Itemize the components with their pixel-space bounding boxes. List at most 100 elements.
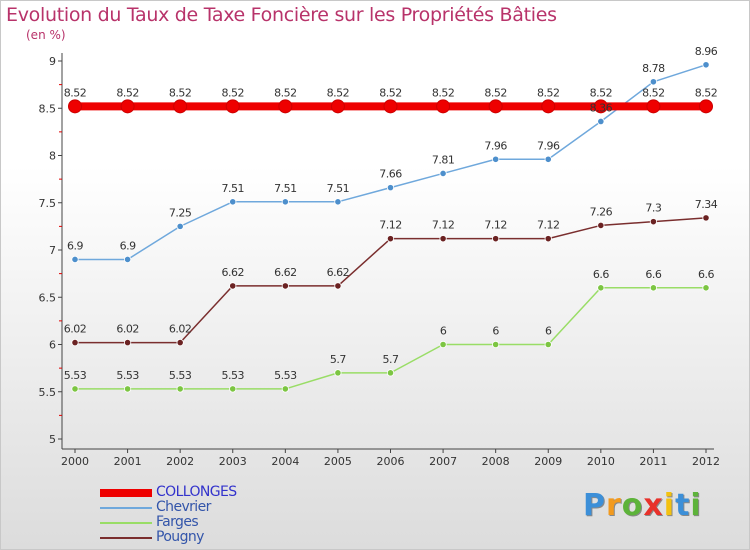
data-label-chevrier: 8.36 xyxy=(590,101,613,114)
data-point-farges xyxy=(334,369,342,377)
data-point-pougny xyxy=(649,218,658,226)
x-tick-label: 2001 xyxy=(114,455,142,468)
legend-swatch xyxy=(100,522,152,524)
data-label-pougny: 6.02 xyxy=(169,323,192,336)
data-point-farges xyxy=(176,385,184,393)
data-point-pougny xyxy=(176,339,184,347)
data-point-collonges xyxy=(278,99,293,114)
data-point-collonges xyxy=(593,99,608,114)
data-point-farges xyxy=(123,385,132,393)
data-point-collonges xyxy=(699,99,713,114)
x-tick-label: 2012 xyxy=(692,455,720,468)
x-tick-label: 2011 xyxy=(639,455,667,468)
data-point-pougny xyxy=(281,282,289,290)
data-point-collonges xyxy=(173,99,188,114)
data-label-pougny: 6.62 xyxy=(327,266,350,279)
data-label-pougny: 6.62 xyxy=(222,266,245,279)
data-label-pougny: 7.12 xyxy=(484,219,507,232)
data-label-collonges: 8.52 xyxy=(274,86,297,99)
data-label-pougny: 7.34 xyxy=(695,198,718,211)
data-point-chevrier xyxy=(281,198,289,206)
data-label-collonges: 8.52 xyxy=(642,86,665,99)
data-point-pougny xyxy=(439,235,447,243)
x-tick-label: 2006 xyxy=(377,455,405,468)
data-label-farges: 6.6 xyxy=(645,268,661,281)
data-point-farges xyxy=(281,385,289,393)
data-label-collonges: 8.52 xyxy=(222,86,245,99)
data-point-collonges xyxy=(120,99,135,114)
y-tick-label: 9 xyxy=(49,55,56,68)
data-point-chevrier xyxy=(229,198,237,206)
data-label-farges: 5.7 xyxy=(383,353,399,366)
data-point-farges xyxy=(439,340,447,349)
data-point-farges xyxy=(71,385,79,393)
data-point-pougny xyxy=(544,235,552,243)
data-point-chevrier xyxy=(386,184,395,192)
x-tick-label: 2002 xyxy=(166,455,194,468)
data-label-chevrier: 8.96 xyxy=(695,45,718,58)
data-label-farges: 6 xyxy=(545,325,552,338)
data-point-pougny xyxy=(386,235,395,243)
data-label-pougny: 6.02 xyxy=(116,323,139,336)
data-point-chevrier xyxy=(649,78,658,86)
x-tick-label: 2009 xyxy=(534,455,562,468)
data-point-chevrier xyxy=(176,222,184,230)
data-label-chevrier: 7.51 xyxy=(274,182,297,195)
data-label-collonges: 8.52 xyxy=(590,86,613,99)
legend-swatch xyxy=(100,489,152,497)
data-point-farges xyxy=(597,284,605,292)
data-point-pougny xyxy=(123,339,132,347)
x-tick-label: 2010 xyxy=(587,455,615,468)
data-label-farges: 5.53 xyxy=(116,369,139,382)
data-label-chevrier: 7.51 xyxy=(222,182,245,195)
y-tick-label: 5.5 xyxy=(39,386,57,399)
data-point-chevrier xyxy=(123,255,132,264)
data-point-chevrier xyxy=(544,155,552,163)
data-label-chevrier: 7.96 xyxy=(484,139,507,152)
data-point-collonges xyxy=(68,99,82,114)
chart-subtitle: (en %) xyxy=(26,28,66,42)
data-label-collonges: 8.52 xyxy=(695,86,718,99)
data-point-farges xyxy=(386,369,395,377)
data-label-pougny: 7.12 xyxy=(432,219,455,232)
data-label-farges: 6.6 xyxy=(593,268,609,281)
data-label-collonges: 8.52 xyxy=(327,86,350,99)
data-label-chevrier: 8.78 xyxy=(642,62,665,75)
data-label-collonges: 8.52 xyxy=(432,86,455,99)
data-point-chevrier xyxy=(492,155,500,163)
x-tick-label: 2003 xyxy=(219,455,247,468)
data-point-collonges xyxy=(646,99,661,114)
data-label-chevrier: 7.96 xyxy=(537,139,560,152)
y-tick-label: 5 xyxy=(49,433,56,446)
data-point-pougny xyxy=(229,282,237,290)
legend-label: COLLONGES xyxy=(156,484,237,500)
data-label-farges: 6.6 xyxy=(698,268,714,281)
data-label-chevrier: 6.9 xyxy=(120,239,136,252)
data-point-collonges xyxy=(436,99,451,114)
data-label-farges: 5.53 xyxy=(64,369,87,382)
legend-swatch xyxy=(100,537,152,539)
data-label-pougny: 6.02 xyxy=(64,323,87,336)
legend-label: Chevrier xyxy=(156,499,211,515)
data-point-farges xyxy=(649,284,658,292)
data-label-chevrier: 7.66 xyxy=(379,168,402,181)
proxiti-logo: Proxiti xyxy=(583,488,702,523)
data-point-chevrier xyxy=(334,198,342,206)
data-label-farges: 6 xyxy=(440,325,447,338)
legend-swatch xyxy=(100,507,152,509)
data-point-chevrier xyxy=(71,255,79,264)
data-point-farges xyxy=(492,340,500,349)
data-label-pougny: 7.26 xyxy=(590,205,613,218)
data-point-pougny xyxy=(492,235,500,243)
data-label-collonges: 8.52 xyxy=(116,86,139,99)
data-label-farges: 5.53 xyxy=(222,369,245,382)
data-label-farges: 5.53 xyxy=(169,369,192,382)
data-label-pougny: 6.62 xyxy=(274,266,297,279)
data-label-collonges: 8.52 xyxy=(64,86,87,99)
data-point-collonges xyxy=(488,99,503,114)
data-label-collonges: 8.52 xyxy=(484,86,507,99)
y-tick-label: 6 xyxy=(49,339,56,352)
data-point-farges xyxy=(229,385,237,393)
